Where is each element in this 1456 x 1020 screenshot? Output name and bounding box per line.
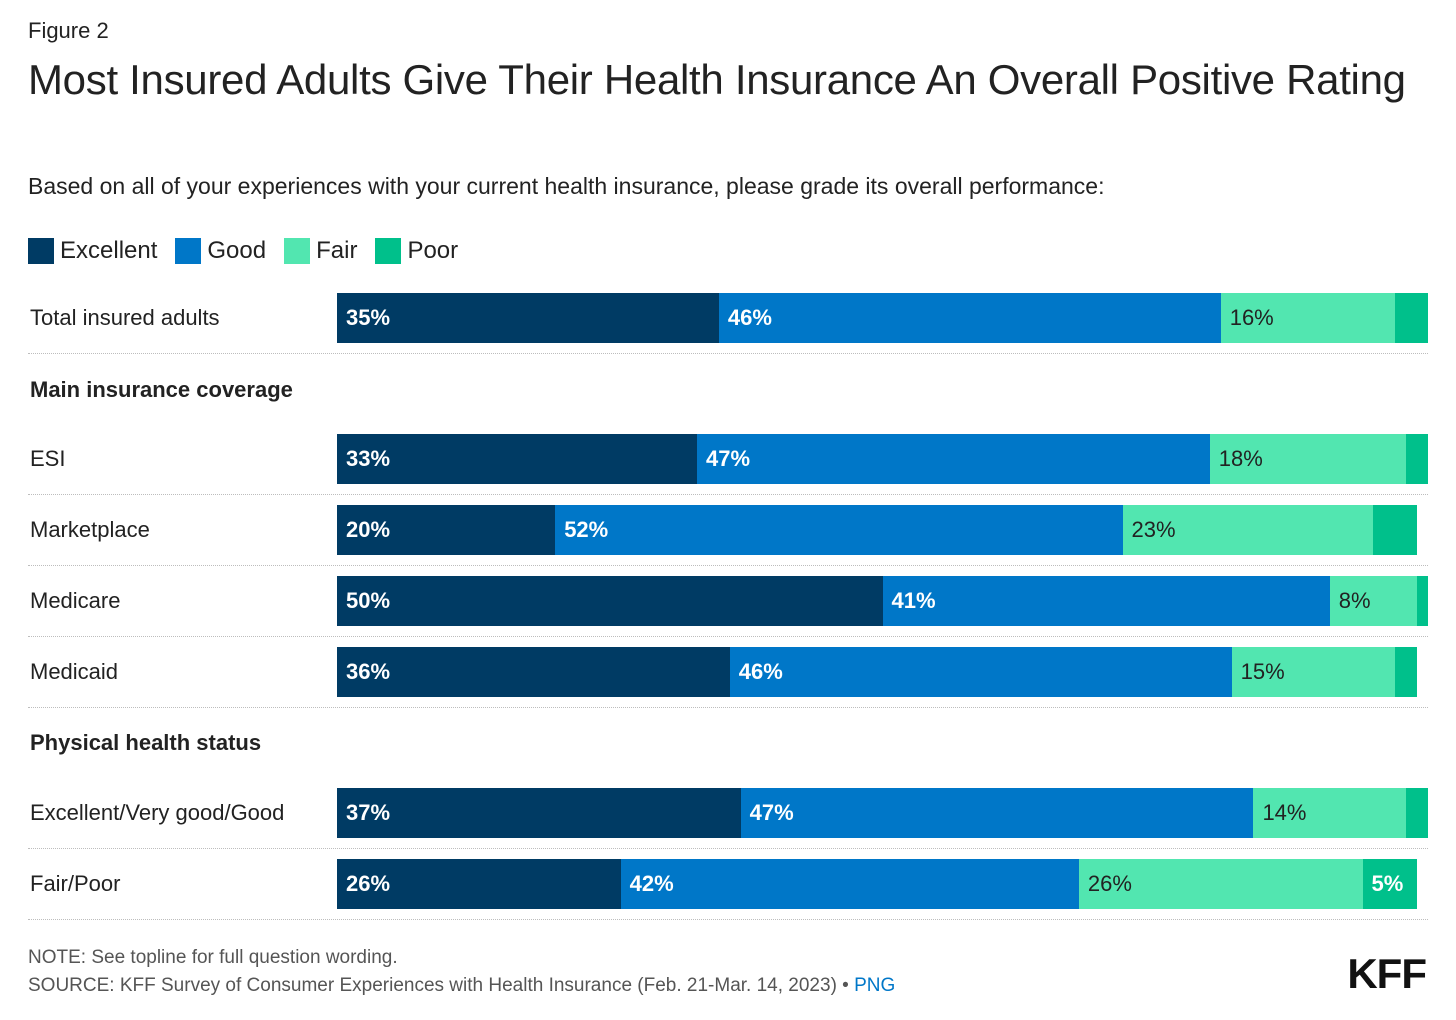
bar-segment-excellent — [337, 293, 719, 343]
bar-segment-fair — [1220, 293, 1396, 343]
bar-segment-good — [882, 575, 1330, 626]
legend-swatch — [284, 238, 311, 264]
bar-segment-good — [555, 505, 1123, 556]
bar-segment-poor — [1417, 575, 1428, 626]
row-divider — [28, 565, 1428, 567]
legend-item-excellent: Excellent — [28, 237, 157, 265]
legend-swatch — [28, 238, 54, 264]
data-label: 15% — [1240, 658, 1285, 684]
kff-logo: KFF — [1347, 950, 1427, 997]
legend-swatch — [175, 238, 202, 264]
bar-segment-poor — [1395, 293, 1428, 343]
row-divider — [28, 706, 1428, 708]
row-label: ESI — [30, 446, 66, 472]
row-label: Medicare — [30, 587, 121, 613]
legend: Excellent Good Fair Poor — [28, 236, 476, 266]
data-label: 36% — [346, 658, 391, 684]
bar-segment-good — [729, 646, 1232, 697]
group-label: Main insurance coverage — [30, 376, 293, 402]
legend-label: Poor — [407, 237, 459, 264]
row-divider — [28, 353, 1428, 354]
row-divider — [28, 847, 1428, 849]
bar-segment-good — [620, 858, 1079, 909]
data-label: 8% — [1338, 587, 1371, 613]
data-label: 41% — [891, 587, 936, 613]
bar-segment-fair — [1209, 434, 1407, 485]
data-label: 35% — [346, 305, 391, 330]
data-label: 23% — [1131, 517, 1176, 543]
footer-note: NOTE: See topline for full question word… — [28, 947, 398, 968]
data-label: 42% — [629, 870, 674, 896]
bar-segment-excellent — [337, 575, 883, 626]
row-label: Fair/Poor — [30, 870, 121, 896]
bar-segment-fair — [1253, 787, 1407, 838]
row-divider — [28, 918, 1428, 920]
row-label: Total insured adults — [30, 305, 220, 330]
data-label: 26% — [1087, 870, 1132, 896]
row-divider — [28, 635, 1428, 637]
data-label: 52% — [564, 517, 609, 543]
source-text: SOURCE: KFF Survey of Consumer Experienc… — [28, 975, 849, 996]
legend-item-poor: Poor — [375, 237, 458, 265]
data-label: 46% — [738, 658, 783, 684]
data-label: 47% — [749, 799, 794, 825]
bar-segment-good — [718, 293, 1221, 343]
bar-segment-fair — [1122, 505, 1374, 556]
bar-segment-fair — [1231, 646, 1396, 697]
data-label: 26% — [346, 870, 391, 896]
data-label: 46% — [727, 305, 772, 330]
stacked-bar-chart: Total insured adults 35% 46% 16% Main insura… — [28, 293, 1428, 920]
bar-segment-good — [697, 434, 1210, 485]
bar-segment-poor — [1406, 787, 1428, 838]
data-label: 33% — [346, 446, 391, 472]
bar-segment-poor — [1362, 858, 1418, 909]
bar-segment-poor — [1373, 505, 1418, 556]
bar-segment-excellent — [337, 646, 730, 697]
figure-label: Figure 2 — [28, 18, 109, 43]
bar-segment-excellent — [337, 434, 698, 485]
legend-item-fair: Fair — [284, 237, 357, 265]
chart-subtitle: Based on all of your experiences with yo… — [28, 173, 1105, 199]
bar-segment-poor — [1406, 434, 1428, 485]
bar-segment-excellent — [337, 505, 556, 556]
data-label: 20% — [346, 517, 391, 543]
legend-label: Good — [207, 237, 267, 264]
legend-item-good: Good — [175, 237, 266, 265]
legend-label: Fair — [316, 237, 358, 264]
legend-swatch — [375, 238, 402, 264]
data-label: 50% — [346, 587, 391, 613]
chart-title: Most Insured Adults Give Their Health In… — [28, 56, 1406, 103]
legend-label: Excellent — [60, 237, 158, 264]
bar-segment-excellent — [337, 858, 621, 909]
bar-segment-fair — [1329, 575, 1418, 626]
group-label: Physical health status — [30, 730, 262, 756]
row-label: Marketplace — [30, 517, 150, 543]
data-label: 37% — [346, 799, 391, 825]
row-divider — [28, 494, 1428, 496]
data-label: 14% — [1262, 799, 1307, 825]
data-label: 5% — [1371, 870, 1404, 896]
footer-source: SOURCE: KFF Survey of Consumer Experienc… — [28, 975, 895, 997]
row-label: Medicaid — [30, 658, 119, 684]
data-label: 18% — [1218, 446, 1263, 472]
bar-segment-good — [740, 787, 1254, 838]
bar-segment-excellent — [337, 787, 741, 838]
bar-segment-poor — [1395, 646, 1418, 697]
data-label: 16% — [1229, 305, 1274, 330]
data-label: 47% — [706, 446, 751, 472]
row-label: Excellent/Very good/Good — [30, 799, 285, 825]
bar-segment-fair — [1078, 858, 1363, 909]
png-download-link[interactable]: PNG — [854, 975, 896, 996]
